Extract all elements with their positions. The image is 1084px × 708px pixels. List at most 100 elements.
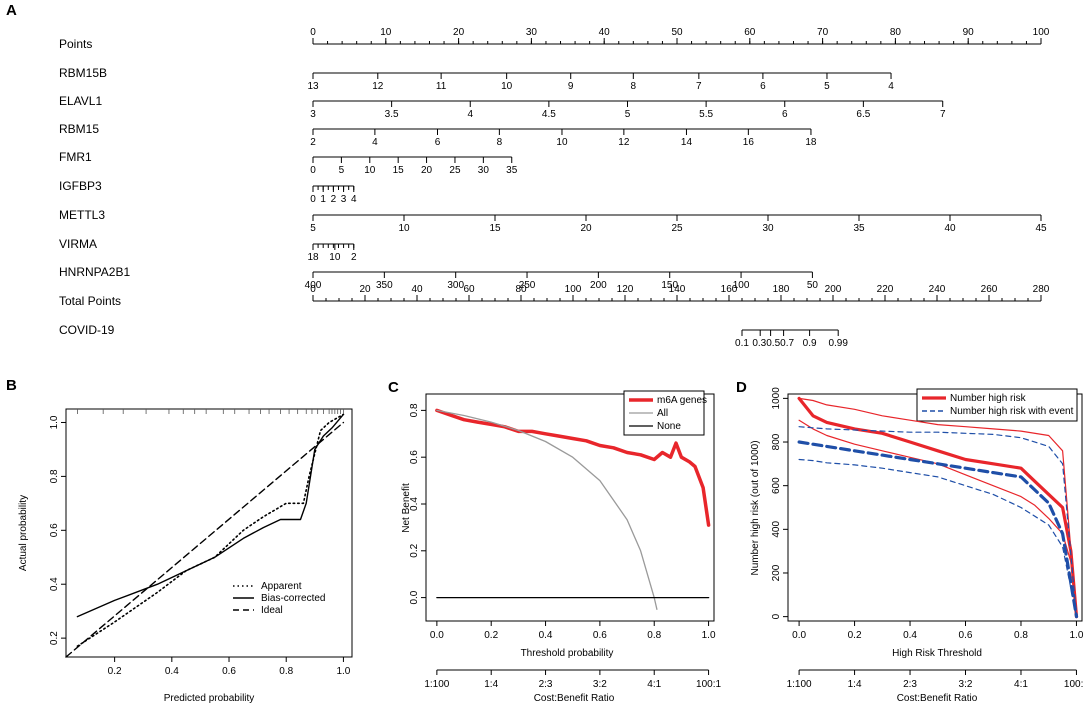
tick-label-total-points: 60 xyxy=(463,284,475,295)
dca-x-tick-label: 0.4 xyxy=(539,630,553,641)
tick-label-hnrnpa2b1: 150 xyxy=(661,280,678,291)
cic-y-axis-label: Number high risk (out of 1000) xyxy=(750,440,761,575)
tick-label-hnrnpa2b1: 200 xyxy=(590,280,607,291)
tick-label-igfbp3: 2 xyxy=(331,194,337,205)
tick-label-total-points: 140 xyxy=(669,284,686,295)
tick-label-points: 50 xyxy=(671,27,683,38)
row-label-total-points: Total Points xyxy=(59,294,121,308)
legend-label-all: All xyxy=(657,408,668,419)
cic-cost-benefit-tick-label: 3:2 xyxy=(959,679,973,690)
legend-label-ideal: Ideal xyxy=(261,605,283,616)
tick-label-total-points: 20 xyxy=(359,284,371,295)
tick-label-covid-19: 0.30.50.7 xyxy=(752,338,794,349)
cic-legend-box xyxy=(916,388,1078,422)
tick-label-total-points: 180 xyxy=(773,284,790,295)
tick-label-hnrnpa2b1: 50 xyxy=(807,280,819,291)
cic-y-tick-label: 200 xyxy=(771,564,782,581)
tick-label-mettl3: 5 xyxy=(310,223,316,234)
dca-plot-frame xyxy=(425,393,715,622)
dca-x-axis-label: Threshold probability xyxy=(521,648,614,659)
tick-label-total-points: 80 xyxy=(515,284,527,295)
cic-y-tick-label: 600 xyxy=(771,477,782,494)
calibration-x-tick-label: 0.4 xyxy=(165,666,179,677)
tick-label-hnrnpa2b1: 100 xyxy=(733,280,750,291)
calibration-x-tick-label: 0.2 xyxy=(108,666,122,677)
tick-label-fmr1: 35 xyxy=(506,165,518,176)
calibration-legend-box xyxy=(227,572,347,622)
tick-label-rbm15: 14 xyxy=(681,137,693,148)
tick-label-points: 20 xyxy=(453,27,465,38)
tick-label-fmr1: 30 xyxy=(478,165,490,176)
legend-label-m6a-genes: m6A genes xyxy=(657,395,707,406)
tick-label-fmr1: 15 xyxy=(393,165,405,176)
tick-label-total-points: 280 xyxy=(1033,284,1050,295)
decision-curve-panel: Threshold probability Net Benefit Cost:B… xyxy=(401,390,722,704)
cic-x-tick-label: 0.8 xyxy=(1014,630,1028,641)
tick-label-rbm15b: 4 xyxy=(888,81,894,92)
tick-label-covid-19: 0.9 xyxy=(803,338,817,349)
panel-letter-b: B xyxy=(6,377,17,394)
tick-label-hnrnpa2b1: 250 xyxy=(519,280,536,291)
row-label-igfbp3: IGFBP3 xyxy=(59,179,102,193)
dca-x-tick-label: 0.2 xyxy=(484,630,498,641)
tick-label-fmr1: 25 xyxy=(449,165,461,176)
calibration-y-tick-label: 0.4 xyxy=(49,577,60,591)
tick-label-rbm15: 4 xyxy=(372,137,378,148)
calibration-y-axis-label: Actual probability xyxy=(18,495,29,571)
dca-cost-benefit-axis-label: Cost:Benefit Ratio xyxy=(534,693,615,704)
series-line-number-high-risk xyxy=(797,396,1079,619)
tick-label-rbm15: 8 xyxy=(497,137,503,148)
tick-label-hnrnpa2b1: 400 xyxy=(305,280,322,291)
cic-x-tick-label: 1.0 xyxy=(1069,630,1083,641)
series-line-bias-corrected xyxy=(76,413,345,618)
calibration-y-tick-label: 1.0 xyxy=(49,415,60,429)
tick-label-total-points: 220 xyxy=(877,284,894,295)
tick-label-points: 10 xyxy=(380,27,392,38)
tick-label-total-points: 0 xyxy=(310,284,316,295)
clinical-impact-panel: High Risk Threshold Number high risk (ou… xyxy=(750,387,1084,704)
dca-x-tick-label: 0.6 xyxy=(593,630,607,641)
dca-y-tick-label: 0.0 xyxy=(409,590,420,604)
dca-x-tick-label: 0.0 xyxy=(430,630,444,641)
row-label-fmr1: FMR1 xyxy=(59,150,92,164)
tick-label-elavl1: 6 xyxy=(782,109,788,120)
tick-label-rbm15b: 5 xyxy=(824,81,830,92)
cic-y-tick-label: 0 xyxy=(771,613,782,619)
calibration-panel: Predicted probability Actual probability… xyxy=(18,408,353,704)
tick-label-total-points: 160 xyxy=(721,284,738,295)
tick-label-rbm15b: 7 xyxy=(696,81,702,92)
legend-label-bias-corrected: Bias-corrected xyxy=(261,593,325,604)
cic-x-axis-label: High Risk Threshold xyxy=(892,648,982,659)
dca-y-tick-label: 0.6 xyxy=(409,450,420,464)
tick-label-rbm15b: 10 xyxy=(501,81,513,92)
tick-label-igfbp3: 4 xyxy=(351,194,357,205)
tick-label-elavl1: 5 xyxy=(625,109,631,120)
dca-cost-benefit-tick-label: 4:1 xyxy=(647,679,661,690)
tick-label-fmr1: 5 xyxy=(339,165,345,176)
tick-label-total-points: 200 xyxy=(825,284,842,295)
tick-label-covid-19: 0.99 xyxy=(828,338,848,349)
dca-cost-benefit-tick-label: 1:100 xyxy=(424,679,449,690)
series-line-number-high-risk-with-event-ci-upper xyxy=(798,426,1078,618)
tick-label-rbm15b: 11 xyxy=(436,81,447,92)
dca-y-axis-label: Net Benefit xyxy=(401,483,412,533)
dca-cost-benefit-tick-label: 100:1 xyxy=(696,679,721,690)
tick-label-rbm15b: 12 xyxy=(372,81,384,92)
tick-label-rbm15b: 13 xyxy=(307,81,319,92)
tick-label-igfbp3: 3 xyxy=(341,194,347,205)
calibration-y-tick-label: 0.8 xyxy=(49,469,60,483)
cic-cost-benefit-tick-label: 100:1 xyxy=(1064,679,1084,690)
row-label-covid-19: COVID-19 xyxy=(59,323,115,337)
tick-label-rbm15: 6 xyxy=(435,137,441,148)
tick-label-hnrnpa2b1: 350 xyxy=(376,280,393,291)
tick-label-rbm15: 2 xyxy=(310,137,316,148)
tick-label-igfbp3: 0 xyxy=(310,194,316,205)
tick-label-points: 0 xyxy=(310,27,316,38)
tick-label-rbm15: 18 xyxy=(805,137,817,148)
cic-x-tick-label: 0.0 xyxy=(792,630,806,641)
dca-x-tick-label: 1.0 xyxy=(702,630,716,641)
tick-label-mettl3: 15 xyxy=(489,223,501,234)
cic-x-tick-label: 0.6 xyxy=(959,630,973,641)
tick-label-igfbp3: 1 xyxy=(320,194,326,205)
